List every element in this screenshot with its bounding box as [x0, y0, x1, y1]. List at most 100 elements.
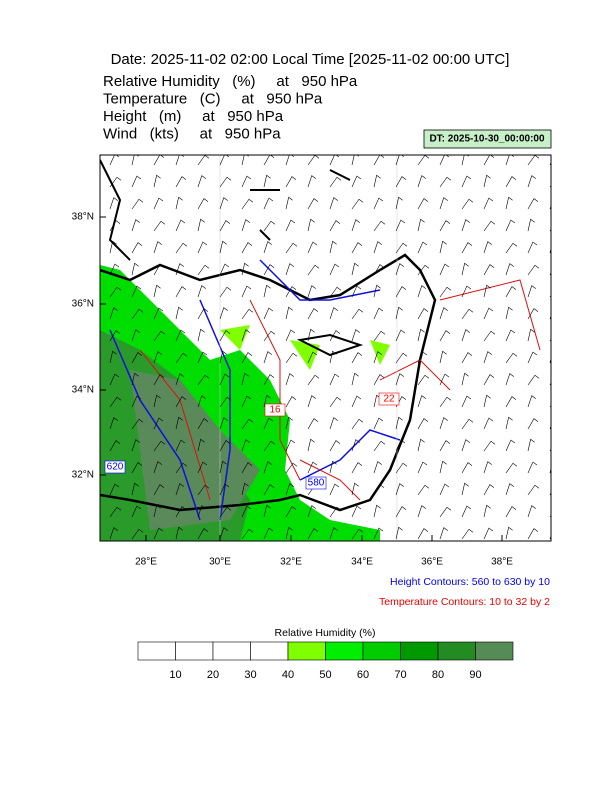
lat-label: 36°N	[72, 299, 94, 310]
wind-barb	[131, 482, 139, 496]
wind-barb	[109, 307, 118, 320]
wind-barb	[219, 417, 228, 430]
wind-barb	[175, 373, 184, 386]
wind-barb	[219, 350, 227, 364]
wind-barb	[219, 263, 230, 276]
wind-barb	[439, 506, 452, 518]
wind-barb	[175, 155, 184, 166]
wind-barb	[263, 284, 271, 298]
wind-barb	[461, 175, 472, 188]
wind-barb	[527, 528, 539, 540]
wind-barb	[483, 417, 494, 430]
wind-barb	[307, 395, 316, 408]
lon-label: 38°E	[491, 557, 513, 568]
wind-barb	[351, 219, 360, 232]
contour-note: Height Contours: 560 to 630 by 10	[390, 576, 550, 588]
wind-barb	[285, 196, 293, 210]
wind-barb	[461, 462, 473, 474]
wind-barb	[131, 329, 140, 342]
wind-barb	[219, 220, 231, 232]
wind-barb	[395, 263, 404, 276]
wind-barb	[395, 439, 406, 452]
wind-barb	[373, 174, 381, 188]
wind-barb	[241, 505, 252, 518]
wind-barb	[373, 220, 386, 232]
wind-barb	[241, 372, 249, 386]
wind-barb	[439, 373, 450, 386]
wind-barb	[505, 219, 516, 232]
colorbar-tick: 40	[282, 669, 294, 681]
colorbar-tick: 10	[169, 669, 181, 681]
wind-barb	[461, 482, 469, 496]
header-line: Relative Humidity (%) at 950 hPa	[103, 73, 358, 90]
wind-barb	[373, 264, 385, 276]
colorbar-box	[400, 641, 439, 661]
map: 580 620 22 16	[100, 155, 551, 541]
wind-barb	[241, 262, 249, 276]
wind-barb	[219, 373, 230, 386]
wind-barb	[483, 374, 495, 386]
wind-barb	[395, 416, 403, 430]
wind-barb	[373, 374, 385, 386]
wind-barb	[263, 440, 276, 452]
wind-barb	[329, 373, 340, 386]
wind-barb	[241, 395, 252, 408]
wind-barb	[219, 440, 231, 452]
wind-barb	[329, 220, 341, 232]
colorbar-tick: 60	[357, 669, 369, 681]
wind-barb	[219, 506, 232, 518]
height-contour	[109, 259, 401, 521]
wind-barb	[329, 460, 337, 474]
colorbar-tick: 30	[244, 669, 256, 681]
wind-barb	[153, 220, 166, 232]
wind-barb	[153, 417, 164, 430]
wind-barb	[197, 175, 206, 188]
wind-barb	[153, 284, 161, 298]
wind-barb	[417, 308, 429, 320]
wind-barb	[241, 308, 254, 320]
wind-barb	[373, 504, 381, 518]
wind-barb	[505, 506, 517, 518]
wind-barb	[197, 418, 209, 430]
wind-barb	[351, 439, 360, 452]
wind-barb	[219, 155, 230, 166]
lat-label: 38°N	[72, 212, 94, 223]
colorbar-tick: 20	[207, 669, 219, 681]
coastline	[296, 333, 364, 357]
wind-barb	[483, 461, 492, 474]
wind-barb	[175, 396, 187, 408]
wind-barb	[109, 483, 120, 496]
colorbar-box	[250, 641, 289, 661]
wind-barb	[197, 528, 209, 540]
wind-barb	[461, 439, 470, 452]
wind-barb	[329, 396, 342, 408]
wind-barb	[395, 286, 407, 298]
wind-barb	[197, 264, 210, 276]
wind-barb	[109, 240, 117, 254]
wind-barb	[351, 395, 362, 408]
wind-barb	[395, 242, 408, 254]
wind-barb	[483, 174, 491, 188]
wind-barb	[307, 175, 316, 188]
wind-barb	[263, 155, 275, 166]
wind-barb	[395, 373, 404, 386]
lon-label: 36°E	[421, 557, 443, 568]
wind-barb	[351, 308, 364, 320]
wind-barb	[197, 395, 206, 408]
wind-barb	[241, 175, 252, 188]
wind-barb	[395, 526, 403, 540]
wind-barb	[329, 197, 338, 210]
wind-barb	[285, 526, 293, 540]
wind-barb	[395, 155, 404, 166]
wind-barb	[175, 439, 186, 452]
wind-barb	[109, 220, 121, 232]
wind-barb	[219, 527, 228, 540]
wind-barb	[285, 439, 296, 452]
wind-barb	[527, 328, 535, 342]
wind-barb	[461, 198, 474, 210]
colorbar-title: Relative Humidity (%)	[275, 627, 376, 639]
wind-barb	[285, 483, 294, 496]
wind-barb	[461, 329, 470, 342]
wind-barb	[241, 482, 249, 496]
